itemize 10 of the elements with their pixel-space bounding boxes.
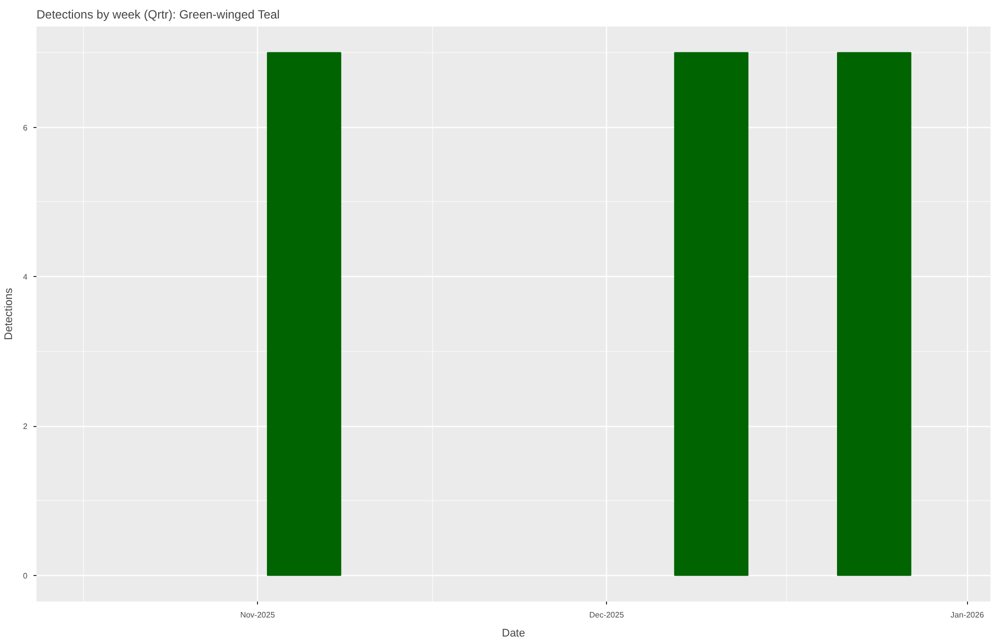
x-tick-label: Nov-2025 <box>240 610 276 620</box>
y-tick-label: 4 <box>23 272 28 282</box>
x-axis-title: Date <box>502 628 526 640</box>
y-tick-label: 2 <box>23 422 28 432</box>
y-tick-label: 6 <box>23 123 28 132</box>
y-tick-label: 0 <box>23 571 28 580</box>
x-tick-label: Dec-2025 <box>589 610 624 620</box>
y-axis-title: Detections <box>3 288 16 340</box>
chart-title: Detections by week (Qrtr): Green-winged Teal <box>36 8 280 22</box>
x-tick-label: Jan-2026 <box>950 610 984 620</box>
